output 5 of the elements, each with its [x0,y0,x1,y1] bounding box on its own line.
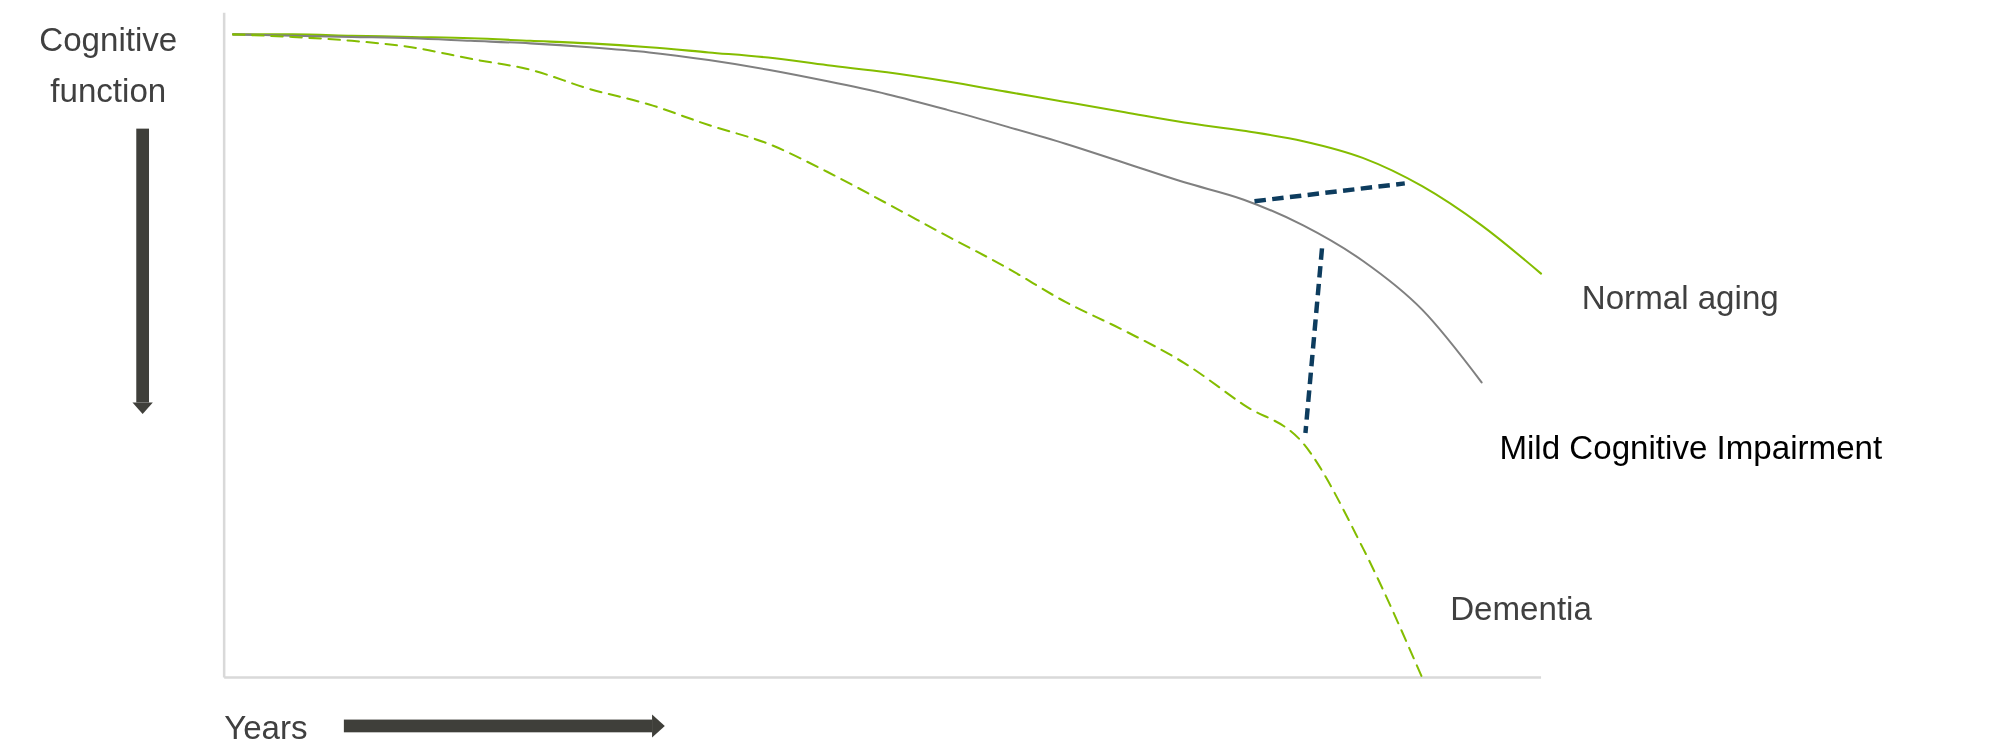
y-axis-title: Cognitive function [39,20,178,109]
x-axis-title: Years [224,708,308,744]
series-label: Normal aging [1581,279,1779,317]
series-label: Mild Cognitive Impairment [1499,428,1883,466]
series-label: Dementia [1450,590,1593,628]
